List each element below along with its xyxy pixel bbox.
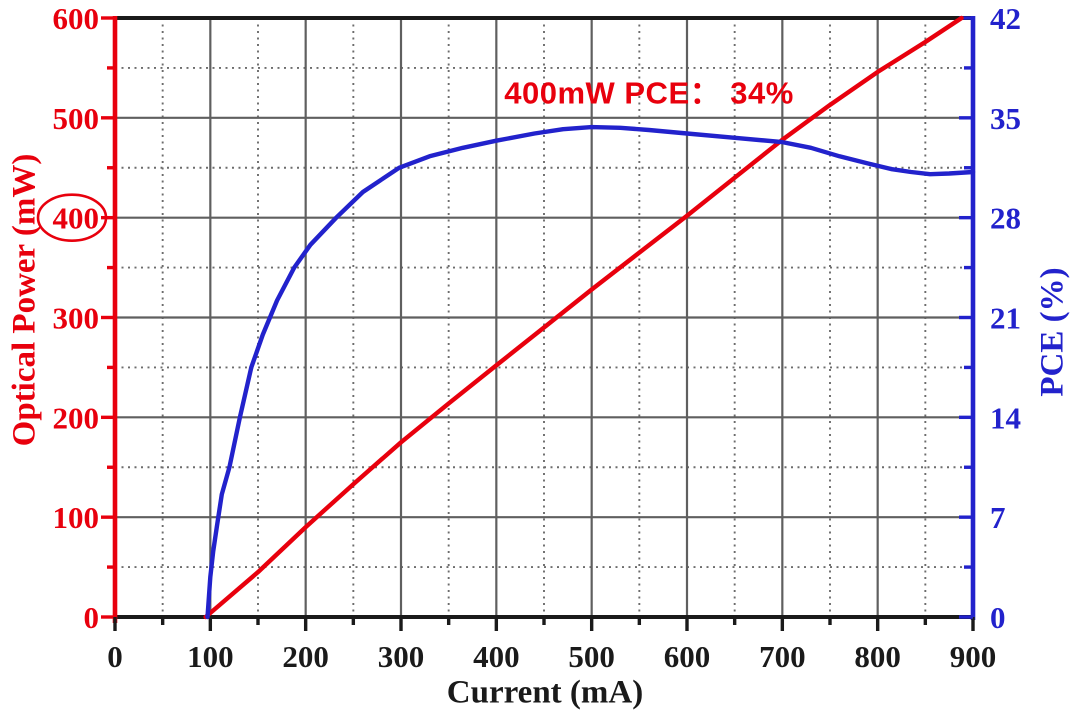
- x-tick-label: 500: [568, 639, 615, 674]
- y-right-tick-label: 35: [990, 101, 1021, 136]
- y-right-tick-label: 28: [990, 201, 1021, 236]
- y-right-tick-label: 21: [990, 301, 1021, 336]
- x-tick-label: 0: [107, 639, 123, 674]
- y-left-tick-label: 200: [53, 400, 100, 435]
- x-tick-label: 800: [854, 639, 901, 674]
- x-tick-label: 700: [759, 639, 806, 674]
- y-right-axis-title: PCE (%): [1034, 267, 1071, 397]
- y-left-axis-title: Optical Power (mW): [6, 153, 43, 447]
- y-left-tick-label: 600: [53, 1, 100, 36]
- x-tick-label: 600: [664, 639, 711, 674]
- y-left-tick-label: 100: [53, 500, 100, 535]
- y-left-tick-label: 400: [53, 201, 100, 236]
- y-right-tick-label: 42: [990, 1, 1021, 36]
- pce-curve: [205, 124, 976, 620]
- x-tick-label: 100: [187, 639, 234, 674]
- y-right-tick-label: 7: [990, 500, 1006, 535]
- y-left-tick-label: 0: [84, 600, 100, 635]
- x-tick-label: 300: [378, 639, 425, 674]
- y-right-tick-label: 0: [990, 600, 1006, 635]
- y-left-tick-label: 500: [53, 101, 100, 136]
- x-tick-label: 200: [282, 639, 329, 674]
- y-left-tick-label: 300: [53, 301, 100, 336]
- optical-power-curve: [203, 15, 964, 620]
- x-axis-title: Current (mA): [446, 674, 644, 711]
- y-right-tick-label: 14: [990, 400, 1021, 435]
- x-tick-label: 400: [473, 639, 520, 674]
- circled-tick-ellipse: [36, 193, 108, 242]
- x-tick-label: 900: [950, 639, 997, 674]
- chart-annotation: 400mW PCE： 34%: [504, 75, 794, 111]
